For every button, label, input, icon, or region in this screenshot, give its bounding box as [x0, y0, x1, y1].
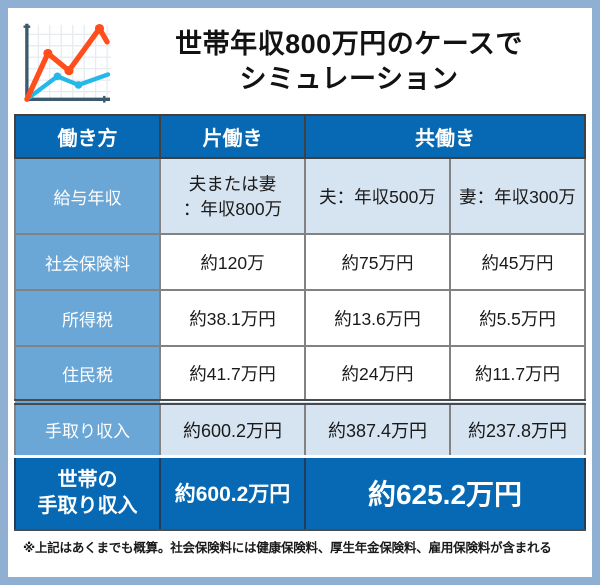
orange-point: [94, 23, 105, 34]
table-header-row: 働き方 片働き 共働き: [14, 114, 586, 159]
column-header-single-income: 片働き: [159, 114, 306, 159]
row-social-insurance: 社会保険料 約120万 約75万円 約45万円: [14, 233, 586, 291]
orange-point: [64, 66, 74, 76]
cyan-point: [53, 72, 62, 81]
cell-husband-value: 夫：年収500万: [304, 157, 451, 235]
total-row-label: 世帯の 手取り収入: [14, 455, 161, 531]
cell-wife-value: 約11.7万円: [449, 345, 586, 403]
row-label: 社会保険料: [14, 233, 161, 291]
cell-wife-value: 約5.5万円: [449, 289, 586, 347]
title-line-1: 世帯年収800万円のケースで: [175, 28, 523, 59]
row-label: 住民税: [14, 345, 161, 403]
cell-single-value: 約41.7万円: [159, 345, 306, 403]
header: 世帯年収800万円のケースで シミュレーション: [8, 8, 592, 106]
cell-husband-value: 約24万円: [304, 345, 451, 403]
cell-wife-value: 妻：年収300万: [449, 157, 586, 235]
title-line-2: シミュレーション: [239, 64, 459, 94]
page-title: 世帯年収800万円のケースで シミュレーション: [116, 27, 582, 97]
row-household-take-home-total: 世帯の 手取り収入 約600.2万円 約625.2万円: [14, 455, 586, 531]
footnote: ※上記はあくまでも概算。社会保険料には健康保険料、厚生年金保険料、雇用保険料が含…: [23, 541, 552, 555]
row-resident-tax: 住民税 約41.7万円 約24万円 約11.7万円: [14, 345, 586, 403]
cell-single-value: 約600.2万円: [159, 399, 306, 458]
cyan-point: [74, 81, 83, 89]
cell-single-value: 約38.1万円: [159, 289, 306, 347]
row-label: 給与年収: [14, 157, 161, 235]
cell-wife-value: 約237.8万円: [449, 399, 586, 458]
line-chart-icon: [23, 23, 111, 103]
cell-single-value: 夫または妻 ：年収800万: [159, 157, 306, 235]
cell-wife-value: 約45万円: [449, 233, 586, 291]
column-header-dual-income: 共働き: [304, 114, 586, 159]
row-label: 所得税: [14, 289, 161, 347]
cell-husband-value: 約387.4万円: [304, 399, 451, 458]
row-label: 手取り収入: [14, 399, 161, 458]
cell-single-value: 約120万: [159, 233, 306, 291]
cell-husband-value: 約75万円: [304, 233, 451, 291]
row-income-tax: 所得税 約38.1万円 約13.6万円 約5.5万円: [14, 289, 586, 347]
row-salary-income: 給与年収 夫または妻 ：年収800万 夫：年収500万 妻：年収300万: [14, 157, 586, 235]
column-header-work-style: 働き方: [14, 114, 161, 159]
cell-husband-value: 約13.6万円: [304, 289, 451, 347]
axis-ticks: [23, 25, 106, 103]
total-dual-value: 約625.2万円: [304, 455, 586, 531]
orange-point: [43, 48, 53, 58]
simulation-table: 働き方 片働き 共働き 給与年収 夫または妻 ：年収800万 夫：年収500万 …: [14, 114, 586, 531]
total-single-value: 約600.2万円: [159, 455, 306, 531]
cyan-series-line: [24, 72, 111, 102]
row-take-home-income: 手取り収入 約600.2万円 約387.4万円 約237.8万円: [14, 399, 586, 458]
